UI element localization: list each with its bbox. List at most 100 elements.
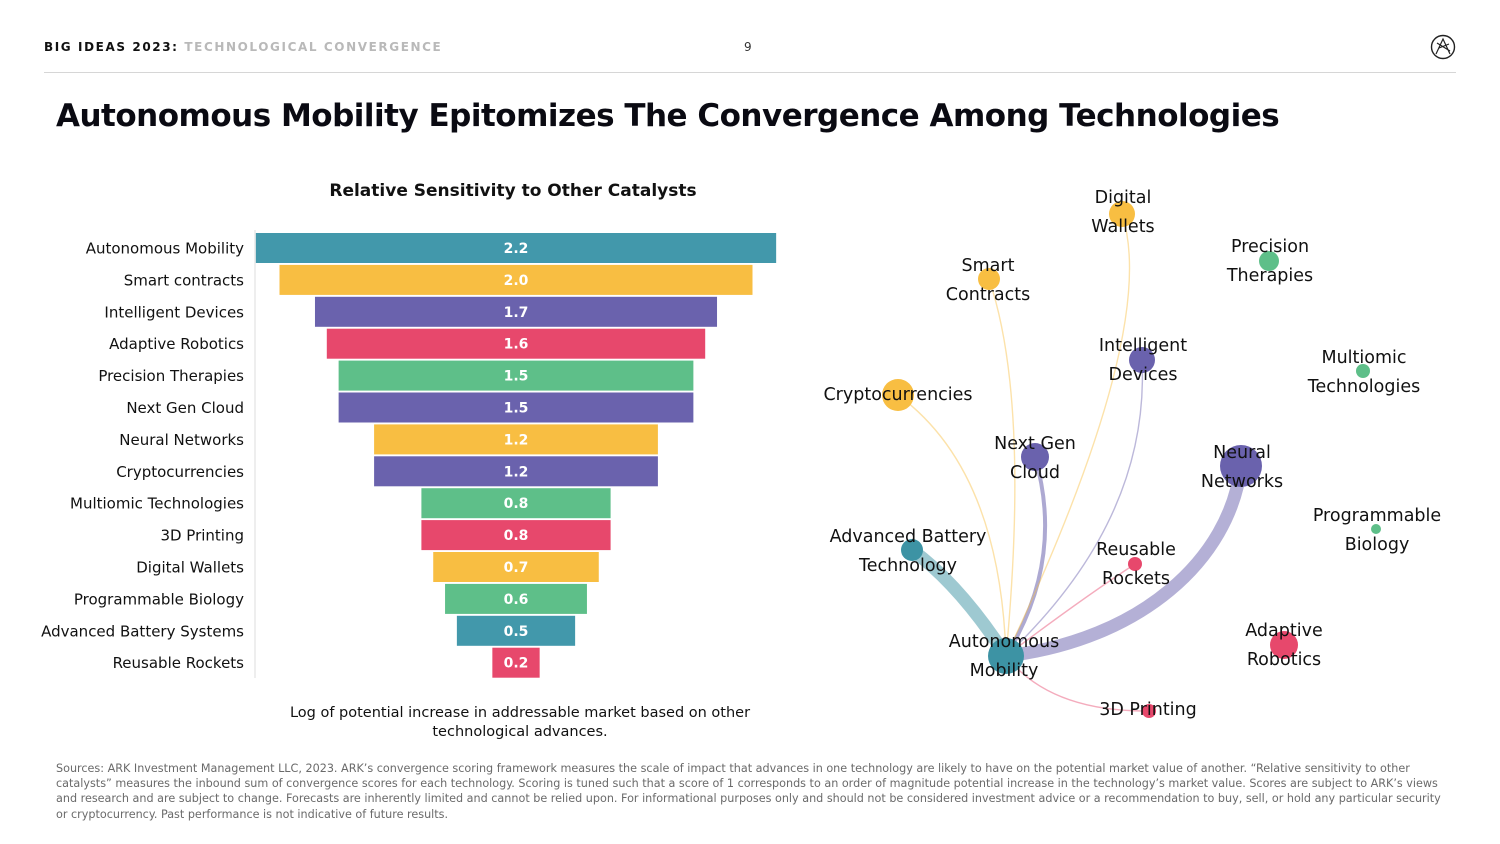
node-label-digital-wallets: Wallets (1091, 217, 1154, 237)
node-label-multiomic-technologies: Multiomic (1321, 348, 1406, 368)
value-label: 1.5 (504, 401, 529, 417)
category-label: Cryptocurrencies (116, 463, 244, 481)
node-label-digital-wallets: Digital (1095, 188, 1152, 208)
node-label-autonomous-mobility: Mobility (970, 661, 1039, 681)
value-label: 0.8 (504, 528, 529, 544)
bar (433, 552, 599, 582)
category-label: Neural Networks (119, 431, 244, 449)
value-label: 2.0 (504, 273, 529, 289)
node-label-3d-printing: 3D Printing (1099, 700, 1197, 720)
node-label-adaptive-robotics: Robotics (1247, 650, 1321, 670)
category-label: Smart contracts (124, 271, 244, 289)
link-next-gen-cloud (1004, 455, 1048, 658)
category-label: Intelligent Devices (104, 303, 244, 321)
header-section-label: BIG IDEAS 2023: TECHNOLOGICAL CONVERGENC… (44, 40, 442, 54)
node-label-programmable-biology: Biology (1345, 535, 1410, 555)
value-label: 1.2 (504, 432, 529, 448)
link-cryptocurrencies (897, 394, 1007, 657)
chart-title: Relative Sensitivity to Other Catalysts (329, 181, 697, 201)
ark-logo-icon (1430, 34, 1456, 60)
node-label-intelligent-devices: Intelligent (1099, 336, 1187, 356)
category-label: Programmable Biology (74, 590, 244, 608)
category-label: Next Gen Cloud (126, 399, 244, 417)
node-label-precision-therapies: Precision (1231, 237, 1309, 257)
link-intelligent-devices (1005, 359, 1144, 657)
bar (326, 328, 706, 359)
page-title: Autonomous Mobility Epitomizes The Conve… (56, 98, 1280, 134)
node-programmable-biology (1371, 524, 1381, 534)
category-label: Adaptive Robotics (109, 335, 244, 353)
bar (445, 583, 587, 614)
category-label: Digital Wallets (136, 559, 244, 577)
node-advanced-battery (901, 539, 923, 561)
node-label-smart-contracts: Contracts (946, 285, 1030, 305)
node-cryptocurrencies (882, 379, 914, 411)
bar (338, 360, 694, 391)
category-label: Precision Therapies (98, 367, 244, 385)
bar (255, 233, 777, 263)
header-divider (44, 72, 1456, 73)
value-label: 2.2 (504, 241, 529, 257)
value-label: 1.5 (504, 369, 529, 385)
bar (314, 296, 718, 327)
node-label-cryptocurrencies: Cryptocurrencies (823, 385, 972, 405)
chart-x-caption: Log of potential increase in addressable… (289, 705, 751, 740)
bar (374, 424, 658, 455)
node-autonomous-mobility (988, 638, 1024, 674)
bar (374, 456, 658, 487)
node-neural-networks (1220, 445, 1262, 487)
node-multiomic-technologies (1356, 364, 1370, 378)
value-label: 0.7 (504, 560, 529, 576)
node-label-advanced-battery: Technology (858, 556, 957, 576)
category-label: Reusable Rockets (113, 654, 245, 672)
node-label-neural-networks: Neural (1213, 443, 1271, 463)
node-adaptive-robotics (1270, 631, 1298, 659)
node-label-autonomous-mobility: Autonomous (949, 632, 1059, 652)
value-label: 1.6 (504, 337, 529, 353)
link-reusable-rockets (1005, 563, 1136, 657)
node-label-intelligent-devices: Devices (1109, 365, 1178, 385)
node-label-multiomic-technologies: Technologies (1307, 377, 1420, 397)
header-topic: TECHNOLOGICAL CONVERGENCE (184, 40, 443, 54)
bar (421, 520, 611, 551)
node-label-precision-therapies: Therapies (1226, 266, 1313, 286)
category-label: 3D Printing (160, 527, 244, 545)
header-brand: BIG IDEAS 2023 (44, 40, 173, 54)
node-label-reusable-rockets: Reusable (1096, 540, 1176, 560)
bar (338, 392, 694, 423)
header-separator: : (172, 40, 179, 54)
value-label: 0.2 (504, 656, 529, 672)
link-digital-wallets (1005, 213, 1131, 657)
node-next-gen-cloud (1021, 443, 1049, 471)
link-neural-networks (999, 459, 1248, 663)
sources-footnote: Sources: ARK Investment Management LLC, … (56, 762, 1441, 821)
value-label: 1.7 (504, 305, 529, 321)
bar (456, 615, 576, 646)
node-smart-contracts (978, 268, 1000, 290)
node-label-next-gen-cloud: Cloud (1010, 463, 1060, 483)
bar (421, 488, 611, 519)
funnel-bar-chart: Autonomous Mobility 2.2 Smart contracts 2.0… (41, 230, 777, 678)
value-label: 0.8 (504, 496, 529, 512)
link-smart-contracts (988, 278, 1016, 657)
convergence-network-diagram: Autonomous Mobility Digital Wallets Precisio… (823, 188, 1441, 720)
category-label: Multiomic Technologies (70, 495, 244, 513)
node-digital-wallets (1109, 201, 1135, 227)
category-label: Autonomous Mobility (86, 240, 244, 258)
category-label: Advanced Battery Systems (41, 622, 244, 640)
node-label-next-gen-cloud: Next Gen (994, 434, 1076, 454)
value-label: 0.5 (504, 624, 529, 640)
page-number: 9 (744, 40, 752, 54)
node-reusable-rockets (1128, 557, 1142, 571)
value-label: 0.6 (504, 592, 529, 608)
node-label-advanced-battery: Advanced Battery (830, 527, 987, 547)
node-precision-therapies (1259, 251, 1279, 271)
value-label: 1.2 (504, 464, 529, 480)
node-label-programmable-biology: Programmable (1313, 506, 1441, 526)
node-3d-printing (1142, 704, 1156, 718)
bar (279, 264, 753, 295)
node-label-reusable-rockets: Rockets (1102, 569, 1170, 589)
node-label-neural-networks: Networks (1201, 472, 1283, 492)
node-label-smart-contracts: Smart (962, 256, 1015, 276)
node-label-adaptive-robotics: Adaptive (1245, 621, 1322, 641)
